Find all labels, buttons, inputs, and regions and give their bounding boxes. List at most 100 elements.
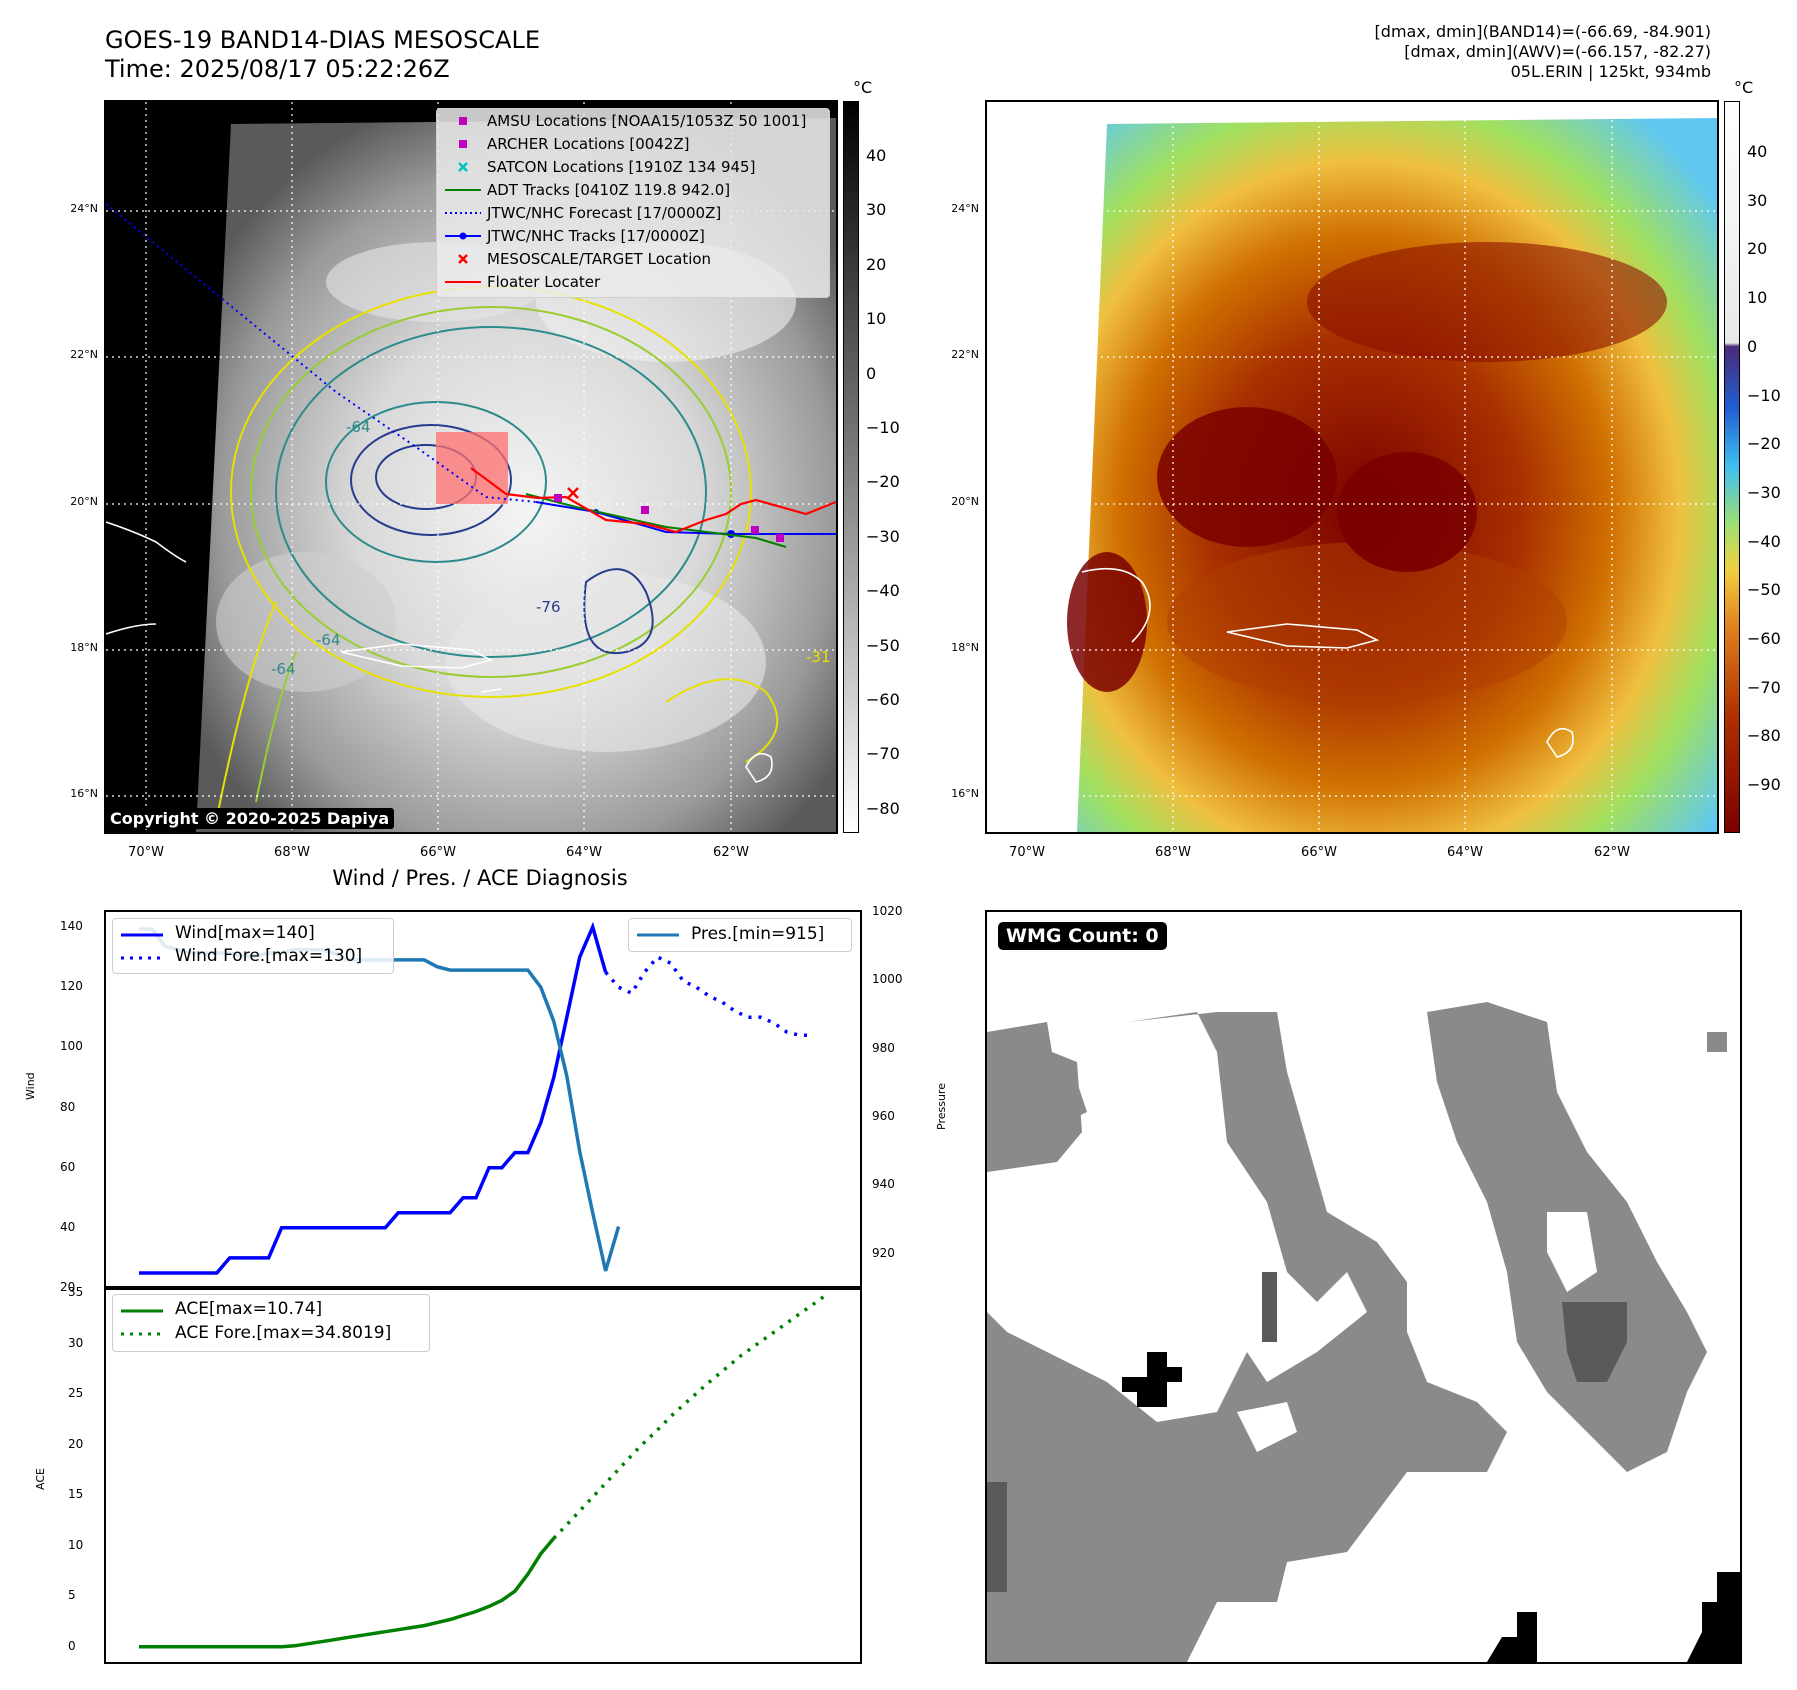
floater-locater-track xyxy=(470,467,836,534)
pressure-tick-label: 920 xyxy=(872,1245,895,1260)
colorbar-tick-label: 30 xyxy=(866,200,887,220)
colorbar-tick-label: −60 xyxy=(866,690,900,709)
wind-tick-label: 100 xyxy=(60,1039,83,1054)
wmg-black-cells xyxy=(1122,1352,1740,1662)
legend-pressure: Pres.[min=915] xyxy=(691,924,825,944)
legend-item: SATCON Locations [1910Z 134 945] xyxy=(437,156,829,178)
intensity-stats: [dmax, dmin](BAND14)=(-66.69, -84.901) [… xyxy=(1375,22,1711,82)
colorbar-tick-label: 40 xyxy=(1747,142,1768,161)
lat-label: 18°N xyxy=(951,641,979,654)
lon-label: 62°W xyxy=(1594,845,1630,860)
legend-label: AMSU Locations [NOAA15/1053Z 50 1001] xyxy=(487,112,807,130)
colorbar-tick-label: −50 xyxy=(866,635,900,655)
mesoscale-target-marker xyxy=(567,487,579,499)
colorbar-right xyxy=(1724,101,1740,833)
legend-ace-fore: ACE Fore.[max=34.8019] xyxy=(175,1323,392,1343)
pressure-axis-title: Pressure xyxy=(935,1083,948,1130)
lon-label: 68°W xyxy=(274,845,310,860)
ace-tick-label: 25 xyxy=(68,1386,84,1401)
title-line-1: GOES-19 BAND14-DIAS MESOSCALE xyxy=(105,26,541,54)
legend-line-icons xyxy=(121,1309,163,1336)
legend-line-icon xyxy=(637,933,679,937)
contour-label: -64 xyxy=(271,660,296,678)
colorbar-tick-label: 10 xyxy=(866,309,887,329)
contour-labels: -64 -76 -64 -64 -31 xyxy=(271,418,831,678)
colorbar-right-unit: °C xyxy=(1734,78,1754,97)
contour-label: -76 xyxy=(536,598,561,616)
wmg-clear-cells xyxy=(1027,1212,1597,1452)
square-marker-icon xyxy=(459,117,467,125)
coastlines xyxy=(106,521,773,783)
colorbar-tick-label: −10 xyxy=(1747,385,1781,405)
lon-label: 68°W xyxy=(1155,845,1191,860)
ace-series-line xyxy=(139,1537,556,1649)
wind-legend: Wind[max=140] Wind Fore.[max=130] xyxy=(112,918,394,974)
awv-map-panel xyxy=(985,100,1719,834)
legend-line-icons xyxy=(121,933,163,960)
pressure-tick-label: 1000 xyxy=(872,972,903,987)
colorbar-tick-label: −80 xyxy=(866,798,900,818)
pressure-tick-label: 1020 xyxy=(872,904,903,918)
colorbar-tick-label: 20 xyxy=(1747,239,1768,259)
legend-label: ADT Tracks [0410Z 119.8 942.0] xyxy=(487,181,731,199)
ace-legend: ACE[max=10.74] ACE Fore.[max=34.8019] xyxy=(112,1294,430,1352)
colorbar-tick-label: −70 xyxy=(866,744,900,764)
colorbar-tick-label: −10 xyxy=(866,418,900,437)
line-icon xyxy=(445,281,481,283)
pressure-legend: Pres.[min=915] xyxy=(628,918,852,952)
colorbar-tick-label: −90 xyxy=(1747,775,1781,795)
legend-label: Floater Locater xyxy=(487,273,601,291)
legend-item: Floater Locater xyxy=(437,271,829,293)
ace-tick-label: 5 xyxy=(68,1588,76,1603)
colorbar-tick-label: 20 xyxy=(866,254,887,274)
contour-label: -31 xyxy=(806,648,831,666)
colorbar-tick-label: −30 xyxy=(1747,482,1781,502)
colorbar-tick-label: 30 xyxy=(1747,190,1768,210)
legend-item: AMSU Locations [NOAA15/1053Z 50 1001] xyxy=(437,110,829,132)
lon-label: 66°W xyxy=(420,845,456,860)
wind-tick-label: 140 xyxy=(60,919,83,934)
amsu-archer-markers xyxy=(554,494,784,542)
lat-label: 24°N xyxy=(951,202,979,215)
lon-label: 64°W xyxy=(1447,845,1483,860)
colorbar-tick-label: −30 xyxy=(866,526,900,546)
wind-tick-label: 80 xyxy=(60,1099,76,1114)
title-line-2: Time: 2025/08/17 05:22:26Z xyxy=(105,55,450,83)
legend-label: ARCHER Locations [0042Z] xyxy=(487,135,690,153)
stats-awv: [dmax, dmin](AWV)=(-66.157, -82.27) xyxy=(1404,42,1711,61)
colorbar-tick-label: −80 xyxy=(1747,726,1781,746)
colorbar-tick-label: 0 xyxy=(866,363,877,383)
legend-label: MESOSCALE/TARGET Location xyxy=(487,250,712,268)
wind-tick-label: 40 xyxy=(60,1219,76,1234)
colorbar-tick-label: −40 xyxy=(1747,531,1781,551)
legend-item: JTWC/NHC Forecast [17/0000Z] xyxy=(437,202,829,224)
legend-label: SATCON Locations [1910Z 134 945] xyxy=(487,158,756,176)
ace-tick-label: 15 xyxy=(68,1487,84,1502)
awv-coastlines xyxy=(1081,567,1574,758)
legend-item: ADT Tracks [0410Z 119.8 942.0] xyxy=(437,179,829,201)
lon-label: 70°W xyxy=(128,845,164,860)
colorbar-tick-label: 0 xyxy=(1747,336,1758,356)
copyright-label: Copyright © 2020-2025 Dapiya xyxy=(105,808,395,829)
legend-item: MESOSCALE/TARGET Location xyxy=(437,248,829,270)
colorbar-tick-label: −50 xyxy=(1747,580,1781,600)
ace-tick-label: 30 xyxy=(68,1335,84,1350)
wind-axis-title: Wind xyxy=(24,1072,37,1100)
dotted-line-icon xyxy=(445,212,481,214)
awv-gridlines xyxy=(987,102,1717,832)
lat-label: 20°N xyxy=(70,495,98,508)
pressure-tick-label: 980 xyxy=(872,1040,895,1055)
lon-label: 64°W xyxy=(566,845,602,860)
colorbar-tick-label: −40 xyxy=(866,581,900,601)
wind-forecast-line xyxy=(604,954,813,1038)
awv-map xyxy=(987,102,1717,832)
wmg-panel xyxy=(985,910,1742,1664)
adt-track xyxy=(525,493,787,548)
stats-band14: [dmax, dmin](BAND14)=(-66.69, -84.901) xyxy=(1374,22,1711,41)
ace-chart xyxy=(139,1293,828,1649)
lat-label: 16°N xyxy=(951,787,979,800)
figure-title: GOES-19 BAND14-DIAS MESOSCALE Time: 2025… xyxy=(105,26,540,84)
ace-axis-title: ACE xyxy=(34,1468,47,1490)
colorbar-tick-label: −60 xyxy=(1747,629,1781,648)
x-marker-icon xyxy=(458,162,468,172)
